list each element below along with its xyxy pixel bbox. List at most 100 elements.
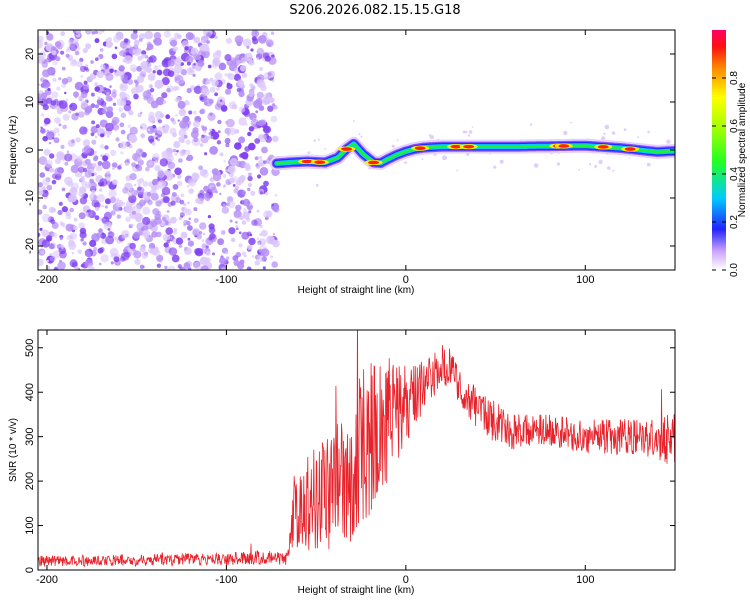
spectrogram-noise-blob	[94, 30, 98, 35]
spectrogram-noise-blob	[82, 139, 91, 147]
spectrogram-noise-blob	[153, 65, 159, 71]
spectrogram-noise-blob	[235, 225, 239, 228]
spectrogram-noise-blob	[259, 156, 263, 160]
snr-frame	[37, 329, 676, 571]
spectrogram-noise-blob	[228, 227, 236, 235]
spectrogram-noise-blob	[148, 247, 155, 254]
spectrogram-noise-blob	[158, 64, 162, 68]
snr-x-tick-label: -100	[215, 574, 237, 586]
spectrogram-noise-blob	[249, 202, 253, 206]
spectrogram-noise-blob	[171, 192, 177, 197]
spectrogram-noise-blob	[274, 193, 278, 197]
spectrogram-noise-blob	[41, 229, 50, 237]
spectrogram-noise-blob	[207, 64, 212, 69]
spectrogram-noise-blob	[250, 118, 259, 128]
spectrogram-faint-blob	[421, 158, 424, 161]
spectrogram-noise-blob	[57, 261, 66, 270]
spectrogram-noise-blob	[241, 220, 247, 225]
spectrogram-noise-blob	[109, 68, 114, 74]
spectrogram-noise-blob	[136, 75, 145, 83]
spectrogram-noise-blob	[152, 70, 156, 74]
spectrogram-noise-blob	[152, 153, 160, 161]
spectrogram-noise-blob	[201, 87, 210, 96]
spectrogram-peak	[624, 147, 636, 151]
spectrogram-noise-blob	[115, 199, 124, 208]
spectrogram-noise-blob	[78, 166, 85, 173]
spectrogram-noise-blob	[154, 79, 164, 89]
spectrogram-noise-blob	[64, 91, 67, 95]
spectrogram-noise-blob	[127, 124, 131, 128]
spectrogram-noise-blob	[209, 86, 216, 93]
spectrogram-noise-blob	[216, 182, 221, 187]
spectrogram-noise-blob	[69, 259, 78, 268]
spectrogram-noise-blob	[204, 192, 209, 197]
spectrogram-noise-blob	[85, 43, 92, 50]
spectrogram-noise-blob	[219, 257, 227, 265]
spectrogram-noise-blob	[248, 91, 255, 97]
spectrogram-noise-blob	[239, 65, 247, 72]
spectrogram-noise-blob	[199, 143, 204, 147]
spectrogram-faint-blob	[428, 134, 432, 137]
spectrogram-noise-blob	[88, 209, 92, 212]
spectrogram-noise-blob	[42, 60, 46, 64]
spectrogram-noise-blob	[128, 134, 137, 143]
spectrogram-noise-blob	[168, 247, 178, 256]
spectrogram-noise-blob	[272, 232, 276, 236]
spectrogram-noise-blob	[185, 139, 191, 145]
spectrogram-noise-blob	[38, 186, 43, 191]
spectrogram-noise-blob	[199, 109, 205, 115]
spectrogram-noise-blob	[58, 100, 68, 109]
spectrogram-noise-blob	[81, 194, 85, 198]
spectrogram-noise-blob	[162, 68, 171, 77]
spectrogram-noise-blob	[264, 192, 269, 196]
spectrogram-noise-blob	[183, 262, 191, 269]
spectrogram-noise-blob	[254, 260, 260, 266]
spectrogram-noise-blob	[193, 85, 202, 94]
spectrogram-noise-blob	[176, 76, 180, 81]
spectrogram-noise-blob	[258, 35, 267, 44]
snr-y-tick-label: 0	[24, 567, 36, 573]
spectrogram-noise-blob	[185, 126, 189, 131]
spectrogram-noise-blob	[71, 59, 77, 65]
spectrogram-noise-blob	[256, 165, 260, 170]
spectrogram-noise-blob	[260, 248, 270, 257]
spectrogram-noise-blob	[52, 250, 61, 259]
spectrogram-noise-blob	[214, 103, 222, 111]
colorbar-tick-label: 0.8	[729, 71, 740, 85]
spectrogram-noise-blob	[55, 56, 61, 62]
spectrogram-peak	[450, 144, 462, 149]
spectrogram-noise-blob	[178, 216, 182, 221]
spectrogram-noise-blob	[142, 90, 152, 99]
spectrogram-noise-blob	[174, 32, 180, 39]
spectrogram-noise-blob	[40, 250, 45, 255]
spectrogram-noise-blob	[214, 35, 218, 39]
spectrogram-noise-blob	[146, 191, 152, 197]
spectrogram-noise-blob	[94, 215, 100, 221]
spectrogram-noise-blob	[60, 50, 65, 55]
snr-y-label: SNR (10 * v/v)	[8, 418, 19, 482]
spectrogram-noise-blob	[75, 30, 81, 34]
spectrogram-noise-blob	[92, 163, 97, 168]
spectrogram-noise-blob	[57, 133, 61, 136]
spectrogram-noise-blob	[259, 167, 269, 176]
spectrogram-noise-blob	[105, 110, 114, 118]
spectrogram-noise-blob	[163, 242, 169, 248]
spectrogram-noise-blob	[90, 92, 95, 97]
spectrogram-noise-blob	[217, 130, 221, 134]
spectrogram-noise-blob	[152, 124, 156, 129]
spectrogram-noise-blob	[73, 225, 78, 231]
spectrogram-noise-blob	[185, 149, 191, 155]
spectrogram-noise-blob	[257, 174, 262, 179]
spectrogram-noise-blob	[146, 67, 152, 74]
spectrogram-noise-blob	[170, 200, 176, 206]
spectrogram-peak	[301, 159, 313, 164]
spectrogram-noise-blob	[165, 227, 173, 235]
spectrogram-noise-blob	[270, 115, 278, 123]
spectrogram-noise-blob	[155, 231, 162, 238]
colorbar-tick-label: 0.0	[729, 263, 740, 277]
spectrogram-noise-blob	[60, 144, 65, 149]
spectrogram-noise-blob	[265, 210, 273, 218]
spectrogram-noise-blob	[85, 184, 89, 188]
spectrogram-noise-blob	[38, 258, 44, 267]
